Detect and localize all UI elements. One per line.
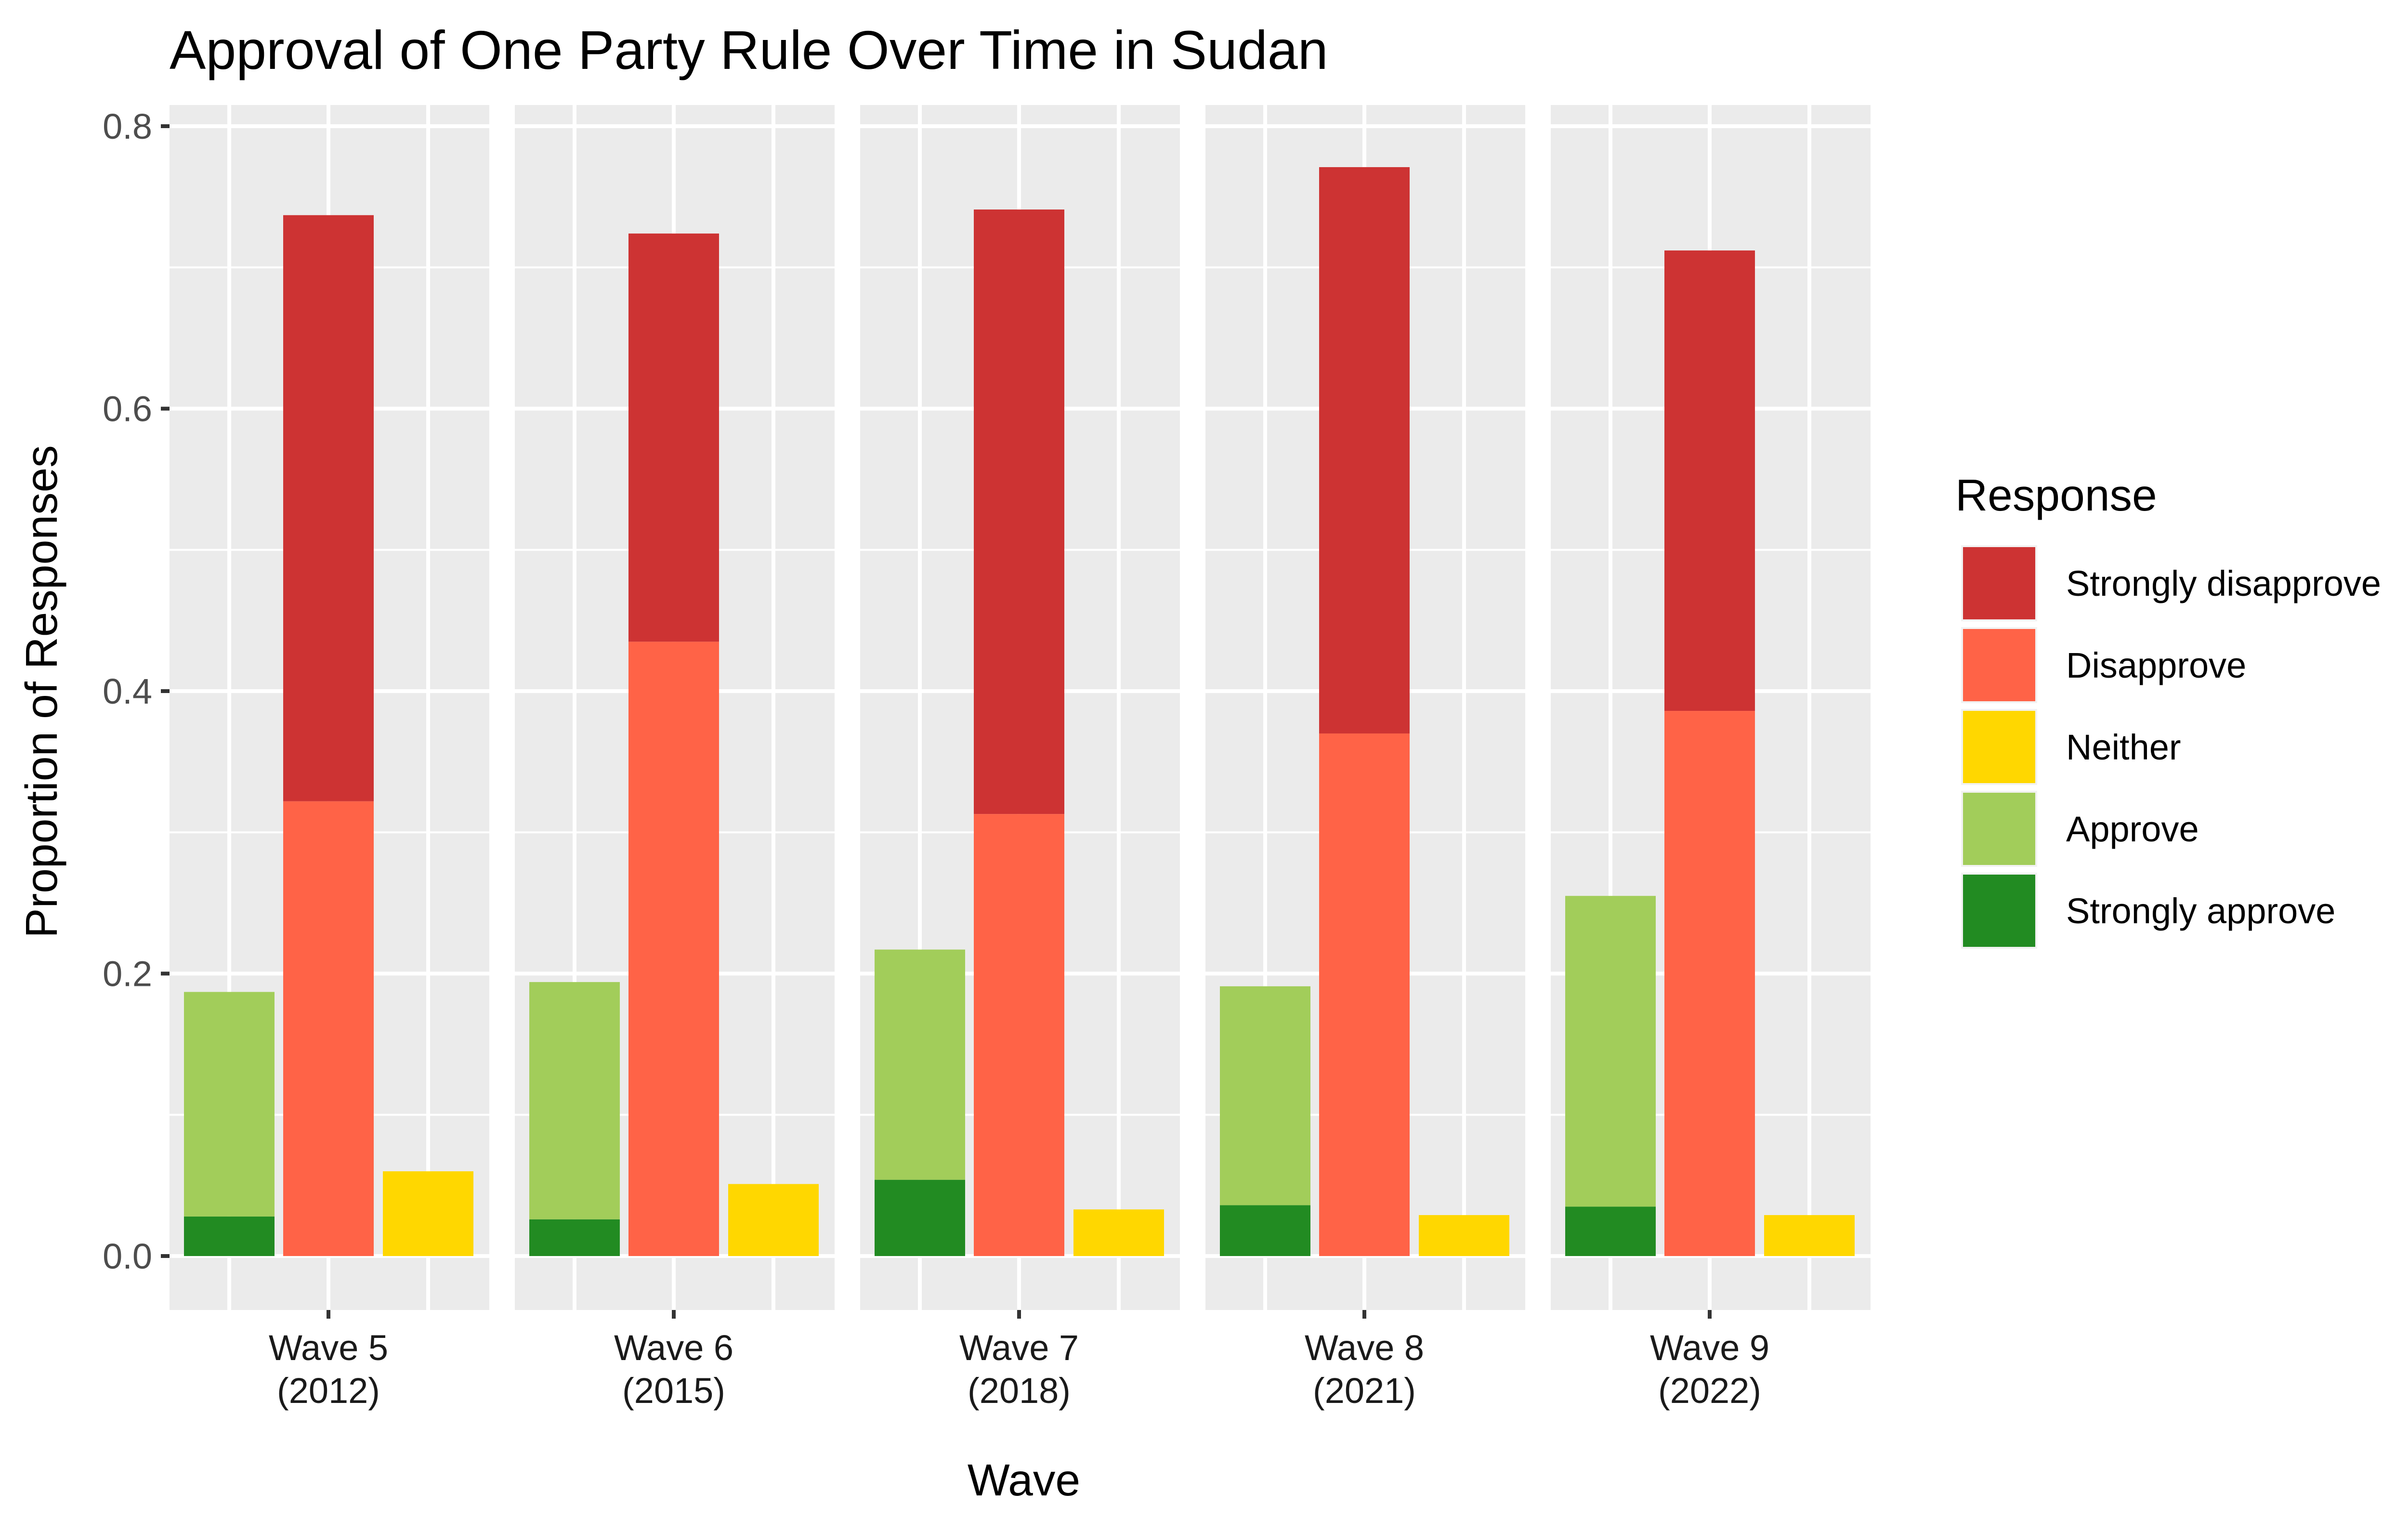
bar-strongly-disapprove [1664, 250, 1755, 711]
bar-strongly-disapprove [628, 233, 719, 642]
bar-strongly-disapprove [283, 215, 374, 801]
bar-approve [1565, 896, 1656, 1207]
bar-strongly-approve [1220, 1205, 1310, 1256]
y-tick-label: 0.4 [103, 671, 152, 711]
y-axis: 0.0 0.2 0.4 0.6 0.8 [103, 106, 170, 1276]
bar-disapprove [974, 814, 1064, 1256]
bar-strongly-approve [529, 1219, 620, 1256]
bar-strongly-approve [184, 1216, 275, 1256]
legend-item: Strongly disapprove [1961, 545, 2381, 621]
legend-swatch [1963, 629, 2035, 701]
legend-swatch [1963, 711, 2035, 783]
y-tick-label: 0.6 [103, 389, 152, 429]
legend-swatch [1963, 547, 2035, 619]
bar-neither [383, 1171, 473, 1256]
bar-neither [1764, 1215, 1855, 1256]
bar-neither [1073, 1209, 1164, 1256]
x-tick-label-wave: Wave 9 [1650, 1328, 1769, 1368]
x-tick-label-wave: Wave 8 [1305, 1328, 1424, 1368]
x-tick-label-year: (2012) [277, 1371, 380, 1411]
y-tick-label: 0.0 [103, 1236, 152, 1276]
facet-panels: Wave 5(2012)Wave 6(2015)Wave 7(2018)Wave… [170, 105, 1871, 1411]
x-tick-label-wave: Wave 6 [614, 1328, 733, 1368]
bar-neither [728, 1184, 819, 1256]
legend-swatch [1963, 875, 2035, 947]
legend-title: Response [1955, 470, 2157, 520]
legend-item: Approve [1961, 791, 2199, 867]
legend-label: Strongly disapprove [2066, 563, 2381, 603]
bar-strongly-approve [875, 1179, 965, 1256]
x-tick-label-year: (2022) [1658, 1371, 1761, 1411]
bar-approve [184, 992, 275, 1217]
bar-approve [529, 982, 620, 1219]
legend-label: Disapprove [2066, 645, 2246, 685]
legend-item: Strongly approve [1961, 873, 2335, 949]
facet-panel: Wave 8(2021) [1205, 105, 1525, 1411]
facet-panel: Wave 6(2015) [515, 105, 835, 1411]
legend-label: Approve [2066, 809, 2199, 849]
bar-disapprove [283, 801, 374, 1256]
legend-items: Strongly disapprove Disapprove Neither Appr… [1961, 545, 2381, 949]
bar-disapprove [628, 642, 719, 1256]
legend-item: Disapprove [1961, 627, 2246, 703]
bar-approve [1220, 986, 1310, 1205]
bar-strongly-approve [1565, 1206, 1656, 1256]
y-tick-label: 0.2 [103, 954, 152, 994]
legend-item: Neither [1961, 709, 2181, 785]
bar-strongly-disapprove [1319, 167, 1410, 733]
bar-neither [1419, 1215, 1509, 1256]
x-axis-title: Wave [968, 1455, 1080, 1505]
legend-swatch [1963, 793, 2035, 865]
x-tick-label-year: (2021) [1313, 1371, 1416, 1411]
legend-label: Neither [2066, 727, 2181, 767]
facet-panel: Wave 9(2022) [1551, 105, 1871, 1411]
y-axis-title: Proportion of Responses [16, 445, 66, 938]
x-tick-label-wave: Wave 7 [959, 1328, 1079, 1368]
legend-label: Strongly approve [2066, 891, 2335, 931]
x-tick-label-year: (2015) [622, 1371, 725, 1411]
facet-panel: Wave 5(2012) [170, 105, 489, 1411]
bar-approve [875, 949, 965, 1180]
x-tick-label-wave: Wave 5 [269, 1328, 388, 1368]
bar-disapprove [1664, 711, 1755, 1256]
facet-panel: Wave 7(2018) [860, 105, 1180, 1411]
legend: Response Strongly disapprove Disapprove Ne… [1955, 470, 2381, 949]
x-tick-label-year: (2018) [968, 1371, 1071, 1411]
bar-strongly-disapprove [974, 210, 1064, 814]
chart-title: Approval of One Party Rule Over Time in … [170, 20, 1328, 80]
bar-disapprove [1319, 733, 1410, 1256]
y-tick-label: 0.8 [103, 106, 152, 146]
